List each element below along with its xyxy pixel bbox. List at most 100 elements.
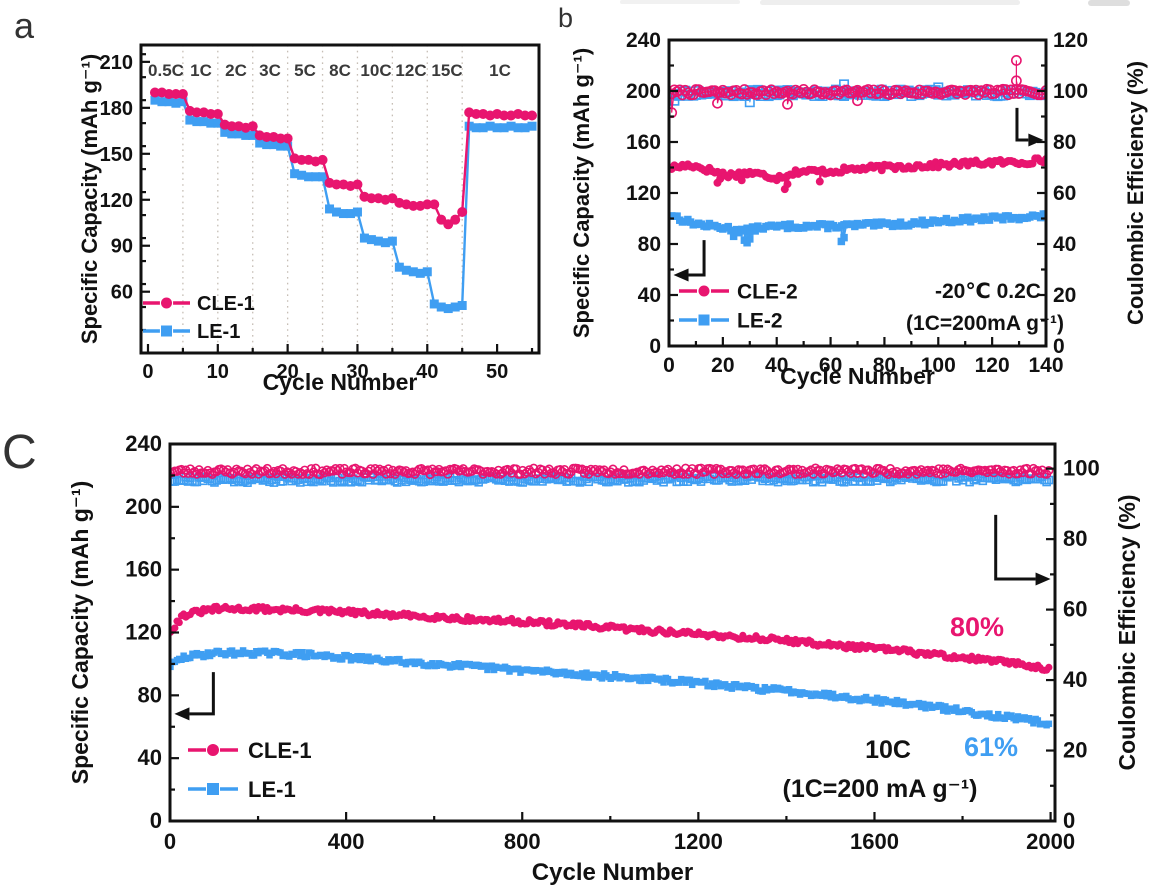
data-point (922, 705, 929, 712)
series-le-1 (170, 647, 1053, 729)
data-point (978, 87, 990, 98)
x-axis-title: Cycle Number (263, 369, 418, 395)
callout-arrow-head (174, 707, 190, 721)
data-point (381, 469, 391, 479)
data-point (303, 653, 311, 661)
data-point (683, 469, 693, 479)
data-point (383, 464, 393, 474)
data-point (900, 698, 907, 705)
data-point (610, 469, 620, 479)
data-point (937, 702, 945, 709)
data-point (408, 267, 418, 277)
data-point (793, 464, 803, 474)
rate-label: 2C (225, 61, 247, 80)
data-point (366, 193, 377, 204)
data-point (914, 466, 924, 477)
data-point (1044, 465, 1054, 476)
data-point (994, 710, 1002, 718)
y-axis-title: Specific Capacity (mAh g⁻¹) (569, 48, 594, 338)
series-le-1-ce (170, 471, 1054, 487)
data-point (953, 704, 960, 711)
data-point (499, 123, 509, 133)
data-point (207, 783, 219, 795)
data-point (240, 469, 250, 479)
data-point (262, 140, 272, 150)
data-point (1010, 55, 1022, 66)
x-tick-label: 140 (1028, 354, 1063, 377)
x-tick-label: 1200 (674, 829, 723, 854)
data-point (282, 133, 293, 144)
data-point (583, 669, 590, 676)
data-point (564, 469, 574, 479)
rate-label: 0.5C (148, 61, 184, 80)
data-point (708, 680, 716, 687)
data-point (450, 302, 460, 312)
data-point (317, 466, 327, 476)
data-point (363, 657, 370, 664)
data-point (891, 700, 898, 708)
annotation: -20℃ 0.2C (935, 280, 1041, 303)
x-tick-label: 0 (164, 829, 176, 854)
y-tick-label: 240 (125, 431, 162, 456)
data-point (951, 88, 963, 99)
data-point (949, 85, 960, 96)
data-point (815, 177, 824, 186)
data-point (1010, 75, 1022, 87)
data-point (175, 618, 183, 627)
data-point (588, 466, 598, 476)
data-point (975, 85, 987, 97)
data-point (999, 215, 1007, 224)
x-tick-label: 100 (921, 354, 956, 377)
data-point (1001, 715, 1009, 722)
data-point (712, 97, 723, 109)
data-point (890, 468, 900, 479)
data-point (707, 464, 717, 474)
data-point (150, 95, 160, 105)
data-point (821, 689, 828, 697)
data-point (698, 314, 710, 326)
data-point (785, 685, 793, 693)
data-point (837, 237, 846, 246)
x-tick-label: 120 (975, 354, 1010, 377)
y-right-tick-label: 20 (1063, 738, 1087, 763)
data-point (205, 108, 216, 119)
data-point (171, 624, 179, 632)
data-point (234, 129, 244, 139)
y-right-tick-label: 0 (1063, 808, 1075, 833)
data-point (338, 656, 346, 663)
legend-label: LE-1 (248, 777, 296, 802)
data-point (821, 220, 829, 229)
data-point (752, 88, 764, 100)
data-point (825, 689, 832, 697)
data-point (743, 238, 751, 247)
data-point (450, 214, 461, 225)
data-point (157, 97, 167, 107)
x-tick-label: 0 (142, 361, 153, 383)
data-point (331, 179, 342, 190)
series-layer (170, 463, 1054, 729)
y-tick-label: 40 (138, 745, 162, 770)
data-point (814, 86, 826, 98)
data-point (915, 699, 923, 707)
data-point (894, 222, 902, 230)
x-tick-label: 40 (416, 361, 438, 383)
data-point (467, 466, 477, 476)
data-point (783, 224, 792, 233)
series-cle-1-ce (170, 463, 1054, 480)
data-point (992, 715, 1000, 722)
data-point (178, 656, 185, 664)
data-point (964, 213, 972, 222)
annotation: 61% (964, 732, 1018, 762)
data-point (416, 464, 427, 474)
data-point (220, 127, 230, 137)
data-point (192, 469, 202, 479)
x-tick-label: 400 (328, 829, 365, 854)
series-layer (669, 55, 1046, 247)
y-tick-label: 210 (100, 52, 133, 74)
y-tick-label: 120 (100, 190, 133, 212)
x-tick-label: 10 (207, 361, 229, 383)
data-point (741, 88, 753, 100)
data-point (998, 468, 1008, 478)
data-point (827, 694, 835, 701)
